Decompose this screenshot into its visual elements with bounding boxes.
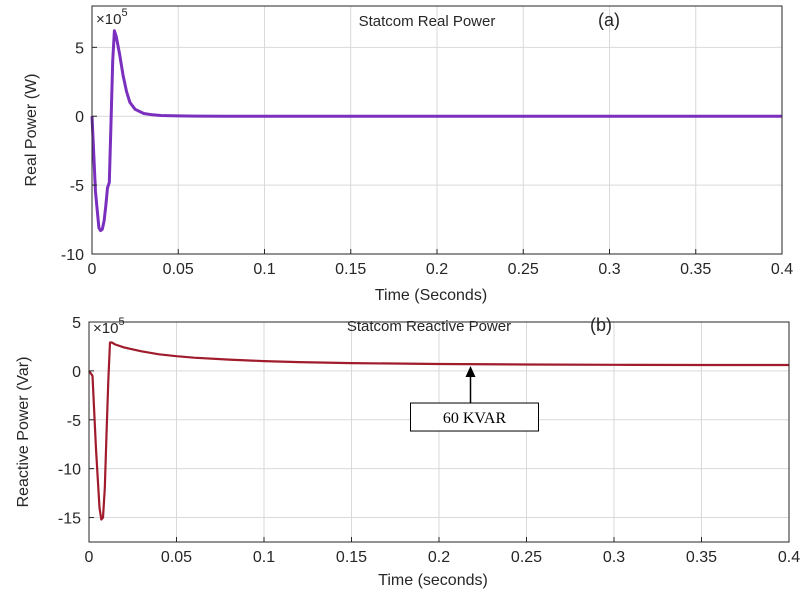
tick-labels-b: 0 0.05 0.1 0.15 0.2 0.25 0.3 0.35 0.4 -15 -10 -5 0 5 [58,315,800,566]
x-tick-label: 0 [85,549,94,566]
annotation-60kvar: 60 KVAR [410,366,539,432]
y-exponent-b: ×105 [93,316,125,337]
y-tick-label: 5 [72,315,81,332]
panel-label-a: (a) [598,10,620,30]
real-power-line [90,29,782,233]
xlabel-a: Time (Seconds) [375,287,487,304]
panel-a: 0 0.05 0.1 0.15 0.2 0.25 0.3 0.35 0.4 -10 -5 0 5 Sta… [23,5,793,304]
x-tick-label: 0.3 [603,549,625,566]
x-tick-label: 0.3 [598,261,620,278]
x-tick-label: 0.4 [771,261,793,278]
y-tick-label: 0 [75,109,84,126]
xlabel-b: Time (seconds) [378,572,488,589]
x-tick-label: 0.15 [336,549,367,566]
x-tick-label: 0.15 [335,261,366,278]
y-tick-label: 5 [75,40,84,57]
y-exponent-base-a: ×10 [96,11,121,28]
x-tick-label: 0.2 [428,549,450,566]
y-exponent-base-b: ×10 [93,320,118,337]
title-a: Statcom Real Power [359,13,496,30]
y-exponent-a: ×105 [96,7,128,28]
x-tick-label: 0.25 [508,261,539,278]
y-tick-label: -10 [61,247,84,264]
y-tick-label: 0 [72,364,81,381]
y-tick-label: -15 [58,511,81,528]
annotation-box [410,402,539,432]
ylabel-b: Reactive Power (Var) [15,357,32,508]
x-tick-label: 0.25 [511,549,542,566]
annotation-arrowhead [465,366,476,378]
x-tick-label: 0.1 [253,549,275,566]
reactive-power-line [88,341,789,521]
ylabel-a: Real Power (W) [23,74,40,187]
x-tick-label: 0.2 [426,261,448,278]
x-tick-label: 0.4 [778,549,800,566]
grid-a [92,6,782,254]
x-tick-label: 0.1 [253,261,275,278]
x-tick-label: 0.35 [686,549,717,566]
y-tick-label: -10 [58,462,81,479]
x-tick-label: 0.05 [163,261,194,278]
panel-b: 0 0.05 0.1 0.15 0.2 0.25 0.3 0.35 0.4-15-10-505 … [15,315,800,589]
tick-labels-a: 0 0.05 0.1 0.15 0.2 0.25 0.3 0.35 0.4 -10 -5 0 5 [61,40,793,278]
x-tick-label: 0.35 [680,261,711,278]
y-tick-label: -5 [70,178,84,195]
title-b: Statcom Reactive Power [347,318,511,335]
x-tick-label: 0 [88,261,97,278]
y-exponent-power-b: 5 [118,316,124,328]
annotation-label: 60 KVAR [443,410,507,427]
y-tick-label: -5 [67,413,81,430]
grid-b [89,322,789,542]
x-tick-label: 0.05 [161,549,192,566]
y-exponent-power-a: 5 [121,7,127,19]
panel-label-b: (b) [590,315,612,335]
